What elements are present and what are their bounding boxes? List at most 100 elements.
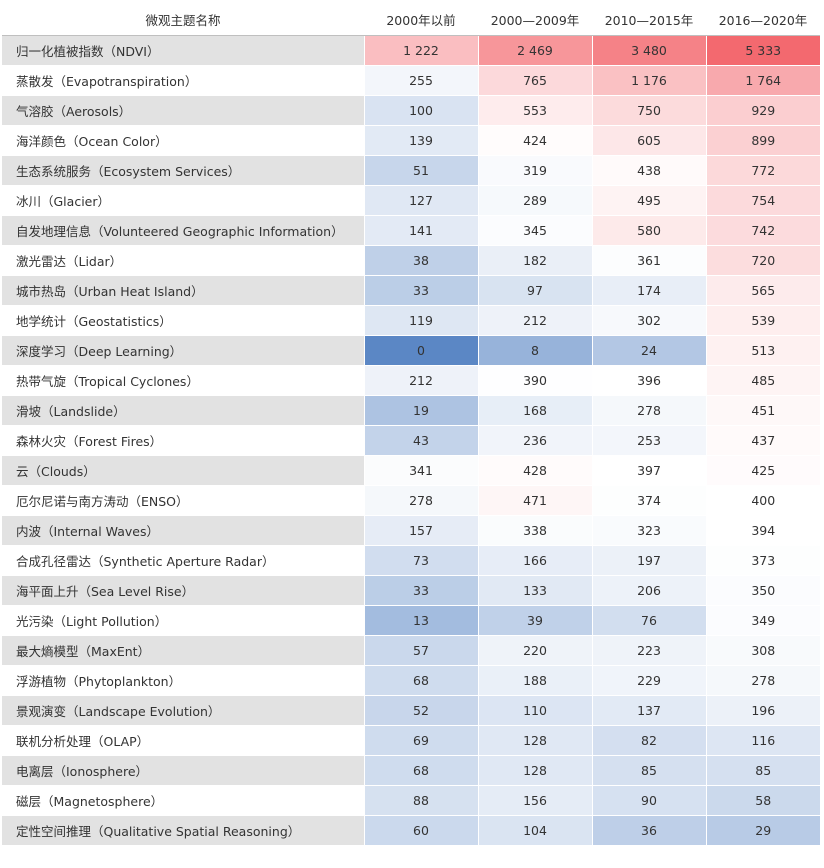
heatmap-cell: 133 xyxy=(477,575,592,606)
heatmap-cell: 341 xyxy=(363,455,478,486)
topic-name-cell: 气溶胶（Aerosols） xyxy=(2,95,364,126)
heatmap-cell: 349 xyxy=(705,605,820,636)
table-row: 电离层（Ionosphere） 68 128 85 85 xyxy=(2,755,820,786)
table-row: 合成孔径雷达（Synthetic Aperture Radar） 73 166 197… xyxy=(2,545,820,576)
table-row: 归一化植被指数（NDVI） 1 222 2 469 3 480 5 333 xyxy=(2,35,820,66)
heatmap-cell: 400 xyxy=(705,485,820,516)
heatmap-cell: 76 xyxy=(591,605,706,636)
heatmap-cell: 742 xyxy=(705,215,820,246)
heatmap-cell: 137 xyxy=(591,695,706,726)
heatmap-cell: 206 xyxy=(591,575,706,606)
heatmap-cell: 166 xyxy=(477,545,592,576)
topic-name-cell: 联机分析处理（OLAP） xyxy=(2,725,364,756)
table-row: 云（Clouds） 341 428 397 425 xyxy=(2,455,820,486)
heatmap-cell: 899 xyxy=(705,125,820,156)
heatmap-cell: 68 xyxy=(363,665,478,696)
table-row: 最大熵模型（MaxEnt） 57 220 223 308 xyxy=(2,635,820,666)
heatmap-cell: 765 xyxy=(477,65,592,96)
heatmap-cell: 1 222 xyxy=(363,35,478,66)
heatmap-cell: 141 xyxy=(363,215,478,246)
heatmap-cell: 278 xyxy=(591,395,706,426)
heatmap-cell: 397 xyxy=(591,455,706,486)
heatmap-cell: 451 xyxy=(705,395,820,426)
heatmap-cell: 0 xyxy=(363,335,478,366)
topic-name-cell: 生态系统服务（Ecosystem Services） xyxy=(2,155,364,186)
heatmap-cell: 174 xyxy=(591,275,706,306)
heatmap-cell: 29 xyxy=(705,815,820,846)
topic-name-cell: 海平面上升（Sea Level Rise） xyxy=(2,575,364,606)
heatmap-cell: 323 xyxy=(591,515,706,546)
heatmap-cell: 750 xyxy=(591,95,706,126)
heatmap-cell: 212 xyxy=(363,365,478,396)
heatmap-cell: 156 xyxy=(477,785,592,816)
topic-name-cell: 蒸散发（Evapotranspiration） xyxy=(2,65,364,96)
topic-name-cell: 光污染（Light Pollution） xyxy=(2,605,364,636)
heatmap-cell: 13 xyxy=(363,605,478,636)
heatmap-cell: 128 xyxy=(477,725,592,756)
table-row: 地学统计（Geostatistics） 119 212 302 539 xyxy=(2,305,820,336)
heatmap-cell: 373 xyxy=(705,545,820,576)
heatmap-cell: 196 xyxy=(705,695,820,726)
heatmap-cell: 345 xyxy=(477,215,592,246)
table-row: 深度学习（Deep Learning） 0 8 24 513 xyxy=(2,335,820,366)
topic-name-cell: 热带气旋（Tropical Cyclones） xyxy=(2,365,364,396)
heatmap-cell: 495 xyxy=(591,185,706,216)
table-row: 蒸散发（Evapotranspiration） 255 765 1 176 1 764 xyxy=(2,65,820,96)
heatmap-cell: 119 xyxy=(363,305,478,336)
heatmap-cell: 188 xyxy=(477,665,592,696)
table-row: 冰川（Glacier） 127 289 495 754 xyxy=(2,185,820,216)
heatmap-cell: 157 xyxy=(363,515,478,546)
heatmap-cell: 212 xyxy=(477,305,592,336)
table-row: 光污染（Light Pollution） 13 39 76 349 xyxy=(2,605,820,636)
heatmap-cell: 51 xyxy=(363,155,478,186)
heatmap-cell: 128 xyxy=(477,755,592,786)
topic-name-cell: 城市热岛（Urban Heat Island） xyxy=(2,275,364,306)
table-row: 城市热岛（Urban Heat Island） 33 97 174 565 xyxy=(2,275,820,306)
heatmap-cell: 24 xyxy=(591,335,706,366)
heatmap-cell: 58 xyxy=(705,785,820,816)
heatmap-cell: 338 xyxy=(477,515,592,546)
heatmap-cell: 278 xyxy=(705,665,820,696)
header-topic-name: 微观主题名称 xyxy=(2,3,364,36)
heatmap-cell: 396 xyxy=(591,365,706,396)
heatmap-cell: 52 xyxy=(363,695,478,726)
topic-name-cell: 磁层（Magnetosphere） xyxy=(2,785,364,816)
table-row: 自发地理信息（Volunteered Geographic Informatio… xyxy=(2,215,820,246)
heatmap-cell: 253 xyxy=(591,425,706,456)
heatmap-cell: 220 xyxy=(477,635,592,666)
heatmap-cell: 168 xyxy=(477,395,592,426)
header-period: 2010—2015年 xyxy=(592,3,706,36)
heatmap-cell: 88 xyxy=(363,785,478,816)
heatmap-cell: 73 xyxy=(363,545,478,576)
heatmap-cell: 97 xyxy=(477,275,592,306)
table-row: 定性空间推理（Qualitative Spatial Reasoning） 60 1… xyxy=(2,815,820,846)
heatmap-cell: 19 xyxy=(363,395,478,426)
heatmap-cell: 319 xyxy=(477,155,592,186)
heatmap-cell: 43 xyxy=(363,425,478,456)
heatmap-cell: 68 xyxy=(363,755,478,786)
topic-name-cell: 海洋颜色（Ocean Color） xyxy=(2,125,364,156)
heatmap-cell: 605 xyxy=(591,125,706,156)
heatmap-cell: 182 xyxy=(477,245,592,276)
heatmap-cell: 255 xyxy=(363,65,478,96)
topic-name-cell: 景观演变（Landscape Evolution） xyxy=(2,695,364,726)
heatmap-cell: 85 xyxy=(591,755,706,786)
heatmap-table: 微观主题名称 2000年以前 2000—2009年 2010—2015年 201… xyxy=(2,3,820,846)
heatmap-cell: 60 xyxy=(363,815,478,846)
table-row: 厄尔尼诺与南方涛动（ENSO） 278 471 374 400 xyxy=(2,485,820,516)
topic-name-cell: 浮游植物（Phytoplankton） xyxy=(2,665,364,696)
topic-name-cell: 云（Clouds） xyxy=(2,455,364,486)
heatmap-cell: 33 xyxy=(363,275,478,306)
heatmap-cell: 85 xyxy=(705,755,820,786)
heatmap-cell: 1 764 xyxy=(705,65,820,96)
heatmap-cell: 513 xyxy=(705,335,820,366)
topic-name-cell: 自发地理信息（Volunteered Geographic Informatio… xyxy=(2,215,364,246)
heatmap-cell: 485 xyxy=(705,365,820,396)
header-period: 2000—2009年 xyxy=(478,3,592,36)
heatmap-cell: 104 xyxy=(477,815,592,846)
heatmap-cell: 565 xyxy=(705,275,820,306)
topic-name-cell: 冰川（Glacier） xyxy=(2,185,364,216)
heatmap-cell: 110 xyxy=(477,695,592,726)
topic-name-cell: 厄尔尼诺与南方涛动（ENSO） xyxy=(2,485,364,516)
heatmap-cell: 8 xyxy=(477,335,592,366)
